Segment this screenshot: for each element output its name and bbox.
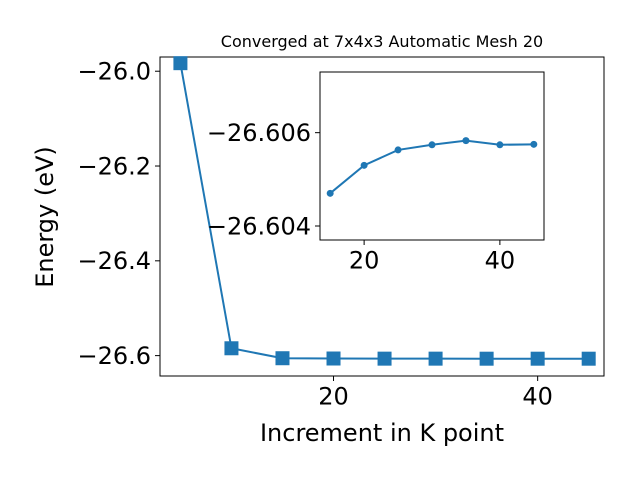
main-data-point [275,351,290,366]
inset-data-point [462,137,470,145]
main-y-tick-label: −26.4 [77,247,151,275]
chart-title: Converged at 7x4x3 Automatic Mesh 20 [221,32,543,51]
main-data-point [326,351,341,366]
main-x-tick-label: 40 [522,382,553,410]
inset-y-tick-label: −26.604 [207,212,311,240]
inset-data-point [530,140,538,148]
inset-axes: 20 40 −26.606−26.604 [207,71,545,274]
inset-data-point [360,161,368,169]
x-axis-label: Increment in K point [260,419,504,447]
inset-plot-area [319,71,545,241]
inset-x-tick-label: 40 [485,246,516,274]
inset-data-point [394,146,402,154]
inset-series [326,137,538,197]
main-y-tick-label: −26.6 [77,342,151,370]
inset-x-tick-label: 20 [349,246,380,274]
main-x-ticks: 20 40 [318,376,553,410]
inset-x-ticks: 20 40 [349,240,515,274]
main-data-point [173,56,188,71]
main-data-point [428,351,443,366]
inset-y-ticks: −26.606 −26.604 [207,119,320,240]
main-data-point [530,351,545,366]
inset-data-point [326,189,334,197]
main-x-tick-label: 20 [318,382,349,410]
main-y-ticks: −26.0 −26.2 −26.4 −26.6 [77,58,160,370]
inset-data-point [428,141,436,149]
inset-data-point [496,141,504,149]
main-data-point [479,351,494,366]
main-y-tick-label: −26.0 [77,58,151,86]
main-series [173,56,596,366]
main-data-point [224,341,239,356]
y-axis-label: Energy (eV) [31,146,59,288]
main-data-point [581,351,596,366]
main-data-point [377,351,392,366]
main-y-tick-label: −26.2 [77,152,151,180]
inset-y-tick-label: −26.606 [207,119,311,147]
